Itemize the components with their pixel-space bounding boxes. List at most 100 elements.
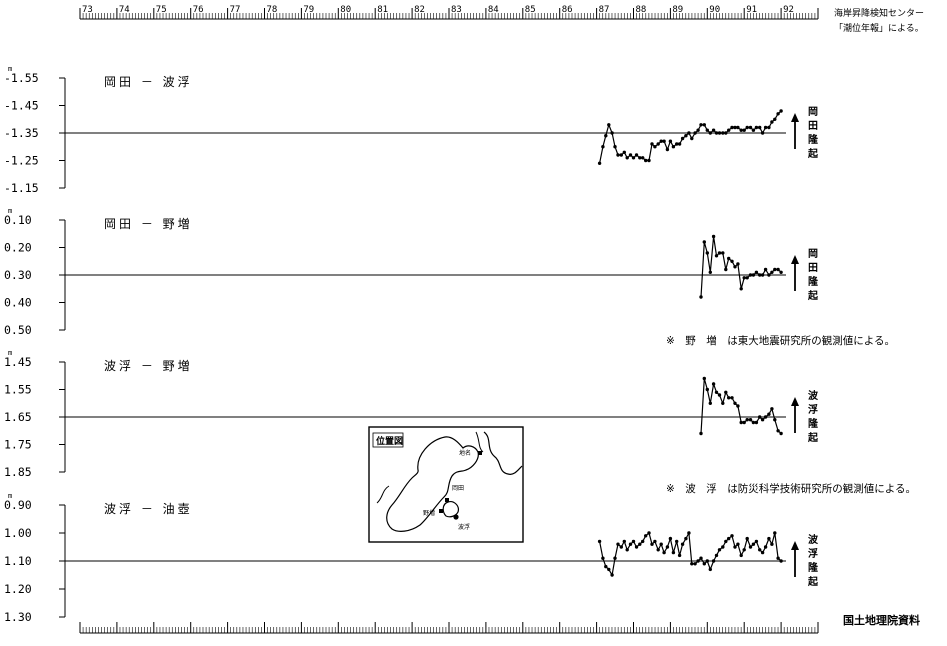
data-point [690, 136, 694, 141]
data-point [758, 415, 762, 419]
data-point [714, 390, 719, 394]
data-point [751, 420, 756, 425]
top-axis-year-label: 86 [562, 5, 573, 15]
top-axis-year-label: 79 [303, 5, 314, 15]
data-point [776, 112, 780, 116]
uplift-arrow-head [791, 397, 799, 406]
data-point [760, 131, 765, 135]
data-point [705, 251, 709, 255]
uplift-label-char: 波 [808, 533, 819, 546]
y-axis-tick-label: 0.20 [4, 241, 32, 255]
data-point [659, 542, 663, 546]
data-point [748, 418, 753, 422]
top-axis-year-label: 90 [709, 5, 720, 15]
top-axis-year-label: 87 [599, 5, 610, 15]
data-point [745, 276, 749, 280]
data-point [601, 556, 605, 560]
top-axis-year-label: 88 [636, 5, 647, 15]
series-line [700, 378, 782, 434]
data-point [680, 136, 685, 141]
data-point [613, 556, 617, 560]
y-axis-tick-label: 1.55 [4, 383, 32, 397]
data-point [714, 131, 719, 135]
top-axis-year-label: 92 [783, 5, 794, 15]
data-point [641, 539, 645, 544]
uplift-label-char: 隆 [808, 561, 819, 574]
uplift-label-char: 田 [808, 262, 818, 274]
data-point [677, 553, 682, 558]
inset-map-label-noma: 野増 [423, 509, 435, 517]
data-point [714, 553, 719, 558]
y-axis-unit: m [8, 492, 12, 500]
y-axis-tick-label: 1.30 [4, 610, 32, 624]
top-axis-year-label: 89 [672, 5, 683, 15]
data-point [767, 412, 771, 416]
data-point [702, 240, 706, 244]
data-point [779, 109, 783, 113]
data-point [650, 142, 654, 146]
data-point [610, 131, 614, 135]
data-point [721, 545, 725, 549]
data-point [717, 393, 722, 397]
uplift-arrow-head [791, 255, 799, 264]
data-point [708, 270, 712, 274]
y-axis-tick-label: 0.10 [4, 213, 32, 227]
uplift-label-char: 起 [807, 289, 819, 302]
data-point [754, 539, 759, 544]
data-point [721, 401, 725, 405]
data-point [767, 273, 771, 277]
data-point [634, 545, 639, 549]
data-point [733, 545, 737, 549]
top-axis-year-label: 75 [156, 5, 167, 15]
data-point [758, 548, 762, 552]
data-point [631, 156, 636, 160]
data-point [776, 429, 780, 433]
data-point [693, 131, 697, 135]
data-point [770, 270, 774, 274]
panel-title: 波浮 － 野増 [104, 359, 193, 373]
data-point [751, 542, 756, 546]
uplift-arrow-head [791, 541, 799, 550]
top-time-axis: 73 74 75 76 77 78 79 80 81 82 83 84 85 86 87 88 89 90 91 92 [79, 5, 819, 20]
note-habu: ※ 波 浮 は防災科学技術研究所の観測値による。 [666, 482, 916, 495]
data-point [622, 150, 626, 154]
y-axis-tick-label: -1.25 [4, 154, 39, 168]
data-point [758, 273, 762, 277]
data-point [779, 270, 783, 274]
data-point [724, 390, 728, 394]
data-point [668, 536, 673, 541]
data-point [733, 125, 737, 130]
data-point [619, 153, 623, 157]
data-point [770, 542, 774, 546]
data-point [763, 545, 768, 549]
y-axis-tick-label: 1.10 [4, 554, 32, 568]
data-point [601, 145, 605, 149]
data-point [699, 556, 703, 560]
data-point [705, 387, 709, 392]
data-point [727, 128, 731, 132]
uplift-label-char: 隆 [808, 275, 819, 288]
uplift-label-char: 隆 [808, 133, 819, 146]
data-point [724, 131, 728, 135]
data-point [711, 559, 716, 563]
data-point [724, 267, 728, 272]
data-point [684, 536, 688, 541]
bottom-time-axis [79, 622, 819, 634]
data-point [708, 567, 712, 572]
data-point [770, 120, 774, 124]
top-axis-minor-ticks [79, 8, 819, 19]
inset-map-label-place: 地名 [459, 449, 471, 457]
data-point [730, 396, 734, 400]
data-point [739, 553, 743, 558]
data-point [760, 418, 765, 422]
data-point [727, 396, 731, 400]
data-point [727, 536, 731, 541]
data-point [751, 128, 756, 132]
data-point [779, 559, 783, 563]
data-point [727, 256, 731, 261]
data-point [717, 251, 722, 255]
inset-map-title: 位置図 [376, 435, 403, 447]
data-point [616, 542, 620, 546]
panel-title: 岡田 － 野増 [104, 217, 193, 231]
